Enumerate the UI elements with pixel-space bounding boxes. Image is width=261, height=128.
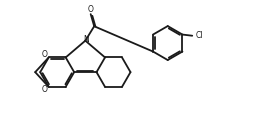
Text: O: O <box>42 50 48 59</box>
Text: Cl: Cl <box>195 31 203 40</box>
Text: O: O <box>42 85 48 94</box>
Text: O: O <box>87 6 93 14</box>
Text: N: N <box>83 35 89 44</box>
